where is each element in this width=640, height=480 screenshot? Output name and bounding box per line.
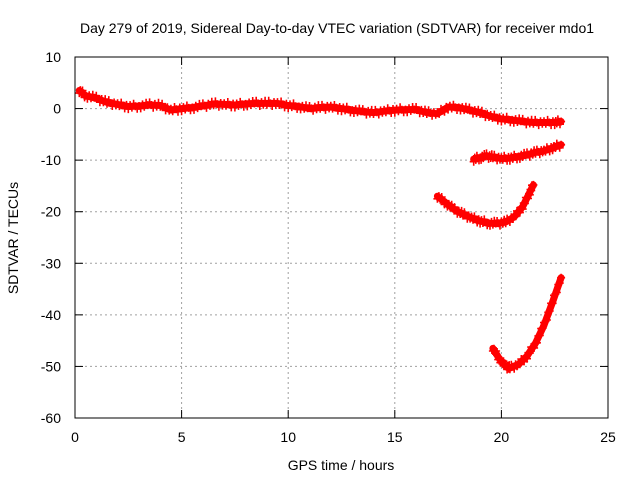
data-point [551,289,560,298]
data-point [177,107,186,116]
series-3 [433,180,538,230]
data-point [518,205,527,214]
data-point [190,105,198,114]
data-point [140,102,149,111]
y-tick-label: -30 [41,255,61,271]
data-point [524,194,532,203]
data-point [444,105,453,114]
data-point [542,316,551,324]
data-point [447,104,456,113]
data-marks [75,86,566,374]
data-point [262,100,271,109]
data-point [525,349,534,358]
data-point [101,95,110,104]
y-tick-label: 10 [45,49,61,65]
y-tick-label: -50 [41,358,61,374]
data-point [287,103,296,112]
data-point [255,102,264,110]
data-point [136,104,145,113]
data-point [501,116,509,125]
data-point [316,104,325,113]
data-point [522,120,531,129]
data-point [520,199,529,208]
data-point [557,117,566,126]
data-point [529,119,538,128]
data-point [321,105,330,114]
data-point [435,109,444,118]
data-point [390,108,399,117]
data-point [492,347,501,355]
data-point [127,103,136,112]
data-point [514,207,523,216]
data-point [532,338,541,347]
x-tick-label: 10 [280,429,296,445]
x-tick-label: 15 [387,429,403,445]
data-point [511,212,520,221]
x-tick-label: 5 [178,429,186,445]
data-point [514,359,523,368]
data-point [230,103,239,112]
data-point [214,102,223,111]
y-tick-label: -10 [41,152,61,168]
data-point [268,102,277,110]
data-point [529,180,538,189]
data-point [557,273,566,282]
data-point [124,105,133,114]
data-point [535,331,544,340]
data-point [149,103,158,112]
data-point [154,98,163,107]
data-point [523,354,531,363]
data-point [544,308,553,317]
data-point [222,101,230,110]
data-point [497,117,506,126]
data-point [554,280,563,289]
data-point [428,111,437,120]
data-point [403,108,412,117]
data-point [406,106,415,115]
data-point [557,140,566,149]
data-point [78,86,87,95]
data-point [284,104,293,113]
data-point [433,108,442,117]
data-point [548,299,557,308]
data-point [246,101,255,109]
x-tick-label: 25 [600,429,616,445]
series-1 [75,86,566,130]
data-point [541,119,550,128]
x-axis-label: GPS time / hours [288,457,395,473]
data-point [209,101,218,110]
axis-ticks: 0 5 10 15 20 25 10 0 -10 -20 -30 -40 -50 -60 [41,49,616,445]
series-4 [488,273,566,374]
data-point [474,105,483,114]
data-point [374,110,383,119]
data-point [515,360,524,369]
data-point [422,110,431,118]
plot-border [74,56,609,419]
data-point [394,107,403,116]
chart-title: Day 279 of 2019, Sidereal Day-to-day VTE… [80,20,594,36]
x-tick-label: 0 [71,429,79,445]
data-point [437,193,446,201]
y-tick-label: -20 [41,204,61,220]
data-point [193,104,202,113]
data-point [243,102,252,111]
series-2 [469,139,566,166]
y-axis-label: SDTVAR / TECUs [5,182,21,294]
data-point [362,110,371,119]
data-point [555,279,564,288]
series-trace [489,274,565,372]
data-point [538,324,547,333]
data-point [545,307,554,315]
data-point [309,106,318,115]
data-point [541,317,550,326]
data-point [530,343,539,352]
y-tick-label: -60 [41,410,61,426]
y-tick-label: 0 [53,101,61,117]
y-tick-label: -40 [41,307,61,323]
x-tick-label: 20 [494,429,510,445]
data-point [534,121,543,130]
data-point [552,288,561,297]
